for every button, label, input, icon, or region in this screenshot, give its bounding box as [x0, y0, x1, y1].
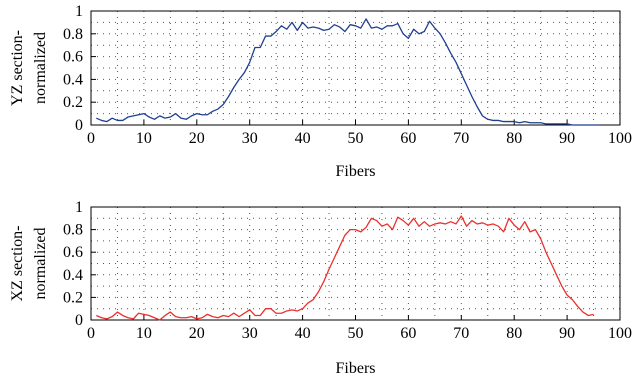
x-tick-label: 60 — [400, 130, 416, 147]
y-tick-label: 1 — [75, 3, 83, 20]
y-tick-label: 0.4 — [63, 267, 83, 284]
y-axis-label-line-2: normalized — [32, 228, 49, 300]
x-tick-label: 90 — [559, 130, 575, 147]
x-tick-label: 100 — [608, 130, 632, 147]
y-tick-label: 0.2 — [63, 289, 83, 306]
y-axis-label-line-2: normalized — [32, 32, 49, 104]
y-tick-label: 0.4 — [63, 71, 83, 88]
x-tick-label: 40 — [295, 130, 311, 147]
x-tick-label: 10 — [136, 130, 152, 147]
x-tick-label: 70 — [453, 130, 469, 147]
y-tick-label: 0 — [75, 312, 83, 329]
x-tick-label: 50 — [348, 325, 364, 342]
y-tick-label: 0.6 — [63, 49, 83, 66]
y-axis-label-line-1: XZ section- — [9, 226, 26, 302]
y-tick-label: 0.2 — [63, 94, 83, 111]
y-tick-label: 0 — [75, 117, 83, 134]
x-tick-label: 20 — [189, 325, 205, 342]
y-tick-label: 0.6 — [63, 244, 83, 261]
x-tick-label: 10 — [136, 325, 152, 342]
x-axis-label: Fibers — [336, 360, 376, 377]
x-tick-label: 20 — [189, 130, 205, 147]
x-tick-label: 70 — [453, 325, 469, 342]
x-axis-label: Fibers — [336, 163, 376, 180]
series-line-1 — [96, 215, 594, 321]
y-tick-label: 1 — [75, 199, 83, 216]
chart-panel-2: 0 10 20 30 40 50 60 70 80 90 100 0 0.2 0.4 0.6 0.8 1 Fibe… — [9, 199, 632, 377]
x-tick-label: 30 — [242, 130, 258, 147]
chart-panel-1: 0 10 20 30 40 50 60 70 80 90 100 0 0.2 0.4 0.6 0.8 1 Fibe… — [9, 3, 632, 180]
y-axis-label-line-1: YZ section- — [9, 30, 26, 106]
x-tick-label: 60 — [400, 325, 416, 342]
y-tick-label: 0.8 — [63, 222, 83, 239]
x-tick-label: 80 — [506, 325, 522, 342]
x-tick-label: 40 — [295, 325, 311, 342]
y-tick-label: 0.8 — [63, 26, 83, 43]
x-tick-label: 50 — [348, 130, 364, 147]
x-tick-label: 30 — [242, 325, 258, 342]
x-tick-label: 100 — [608, 325, 632, 342]
x-tick-label: 0 — [87, 130, 95, 147]
x-tick-label: 90 — [559, 325, 575, 342]
x-tick-label: 80 — [506, 130, 522, 147]
x-tick-label: 0 — [87, 325, 95, 342]
series-line-1 — [96, 18, 599, 126]
